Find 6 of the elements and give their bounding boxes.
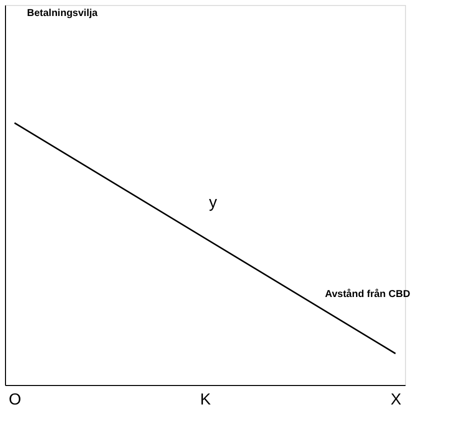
text: Betalningsvilja (27, 8, 98, 19)
x-tick-label: O (8, 392, 22, 408)
annotation: y (209, 194, 217, 212)
x-tick-label: X (390, 392, 402, 408)
x-tick-label: K (200, 392, 212, 408)
annotation: Avstånd från CBD (325, 288, 410, 300)
